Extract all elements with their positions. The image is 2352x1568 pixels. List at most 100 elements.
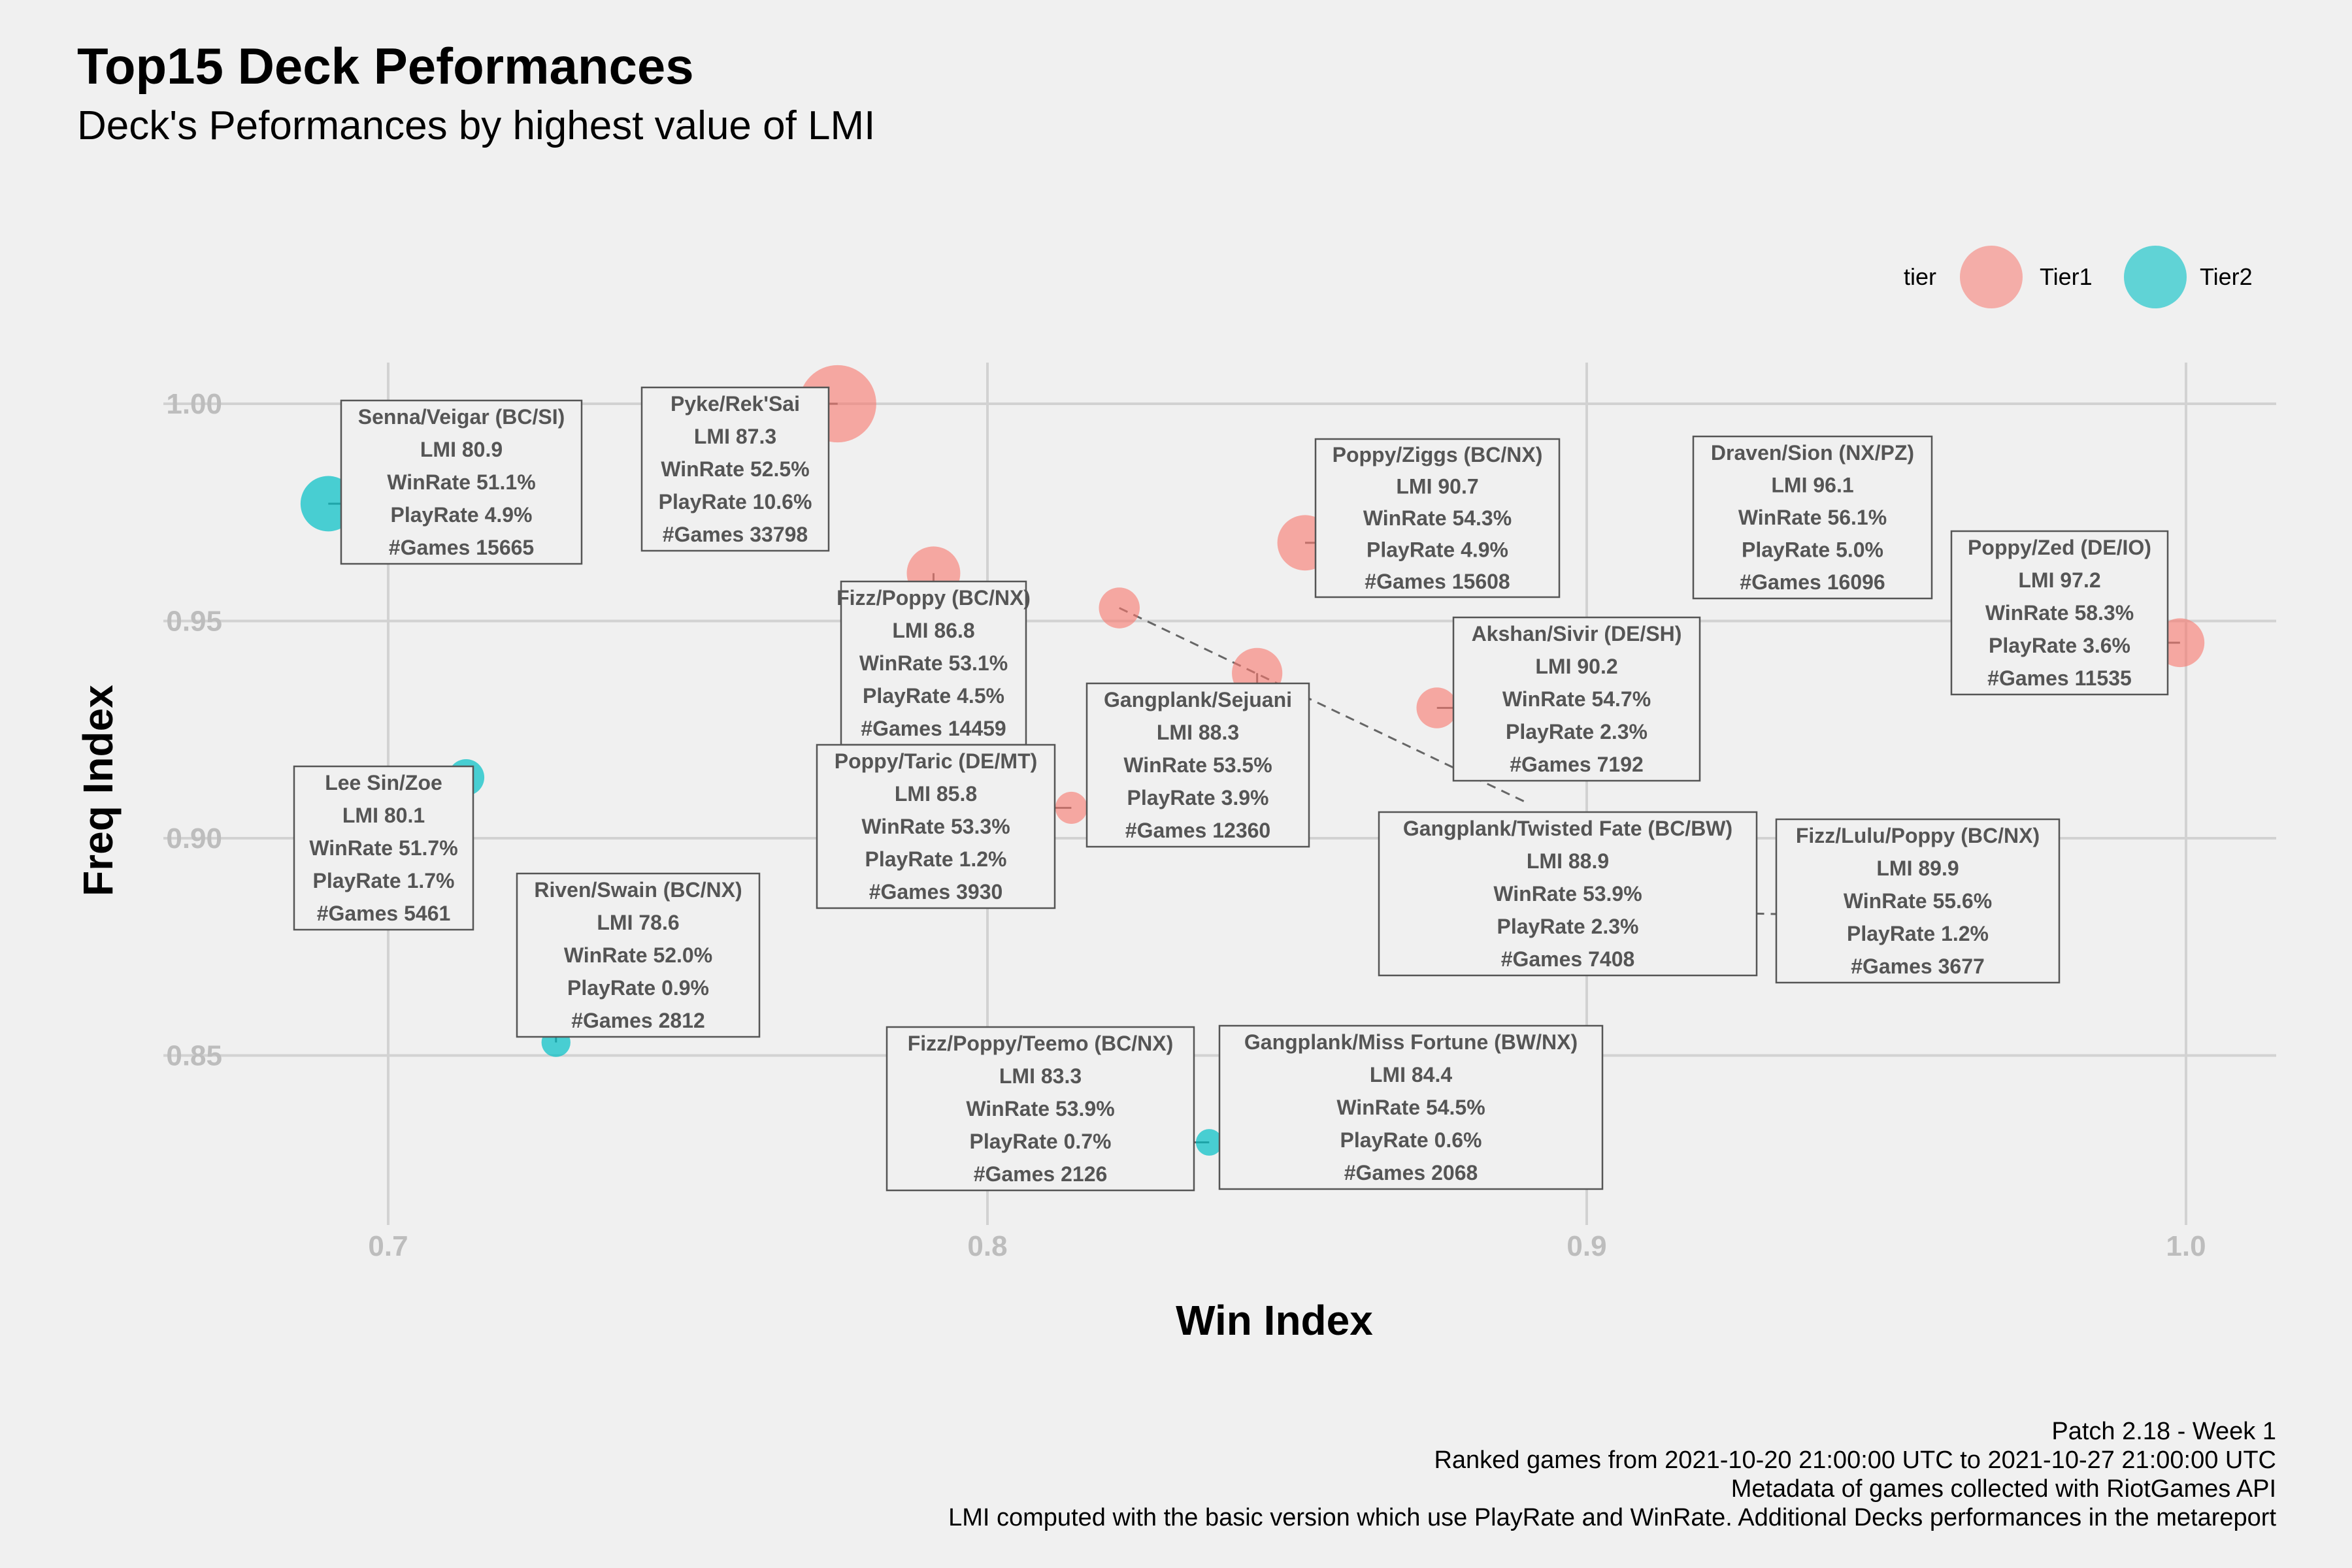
label-line: Fizz/Lulu/Poppy (BC/NX)	[1796, 824, 2040, 847]
label-box	[293, 765, 474, 931]
label-gangplank-sejuani: Gangplank/Sejuani LMI 88.3 WinRate 53.5% Pl…	[1085, 682, 1310, 848]
legend-key-tier2	[2124, 246, 2187, 308]
label-line: PlayRate 1.2%	[1847, 922, 1989, 945]
label-line: Gangplank/Sejuani	[1104, 688, 1292, 711]
label-line: WinRate 53.3%	[861, 815, 1010, 838]
caption-line-1: Patch 2.18 - Week 1	[2051, 1418, 2276, 1445]
y-tick-label: 0.85	[166, 1040, 222, 1072]
legend-title: tier	[1904, 263, 1936, 290]
label-line: WinRate 54.3%	[1363, 506, 1512, 530]
label-akshan-sivir-de-sh: Akshan/Sivir (DE/SH) LMI 90.2 WinRate 54.7…	[1452, 616, 1701, 782]
label-line: LMI 96.1	[1771, 473, 1853, 497]
label-box	[886, 1026, 1195, 1192]
x-tick-label: 1.0	[2166, 1230, 2206, 1262]
label-line: Senna/Veigar (BC/SI)	[358, 405, 565, 429]
label-line: #Games 14459	[861, 717, 1006, 740]
label-line: Lee Sin/Zoe	[325, 771, 442, 794]
point-poppy-taric-de-mt	[1055, 791, 1087, 824]
label-poppy-zed-de-io: Poppy/Zed (DE/IO) LMI 97.2 WinRate 58.3% Pl…	[1950, 530, 2169, 696]
label-line: WinRate 53.1%	[859, 651, 1008, 675]
chart-subtitle: Deck's Peformances by highest value of L…	[77, 103, 875, 148]
label-line: PlayRate 0.7%	[969, 1130, 1111, 1153]
leader-gangplank-twisted-fate-bc-bw	[1119, 607, 1527, 804]
legend: tier Tier1 Tier2	[1904, 245, 2253, 314]
label-line: WinRate 53.5%	[1123, 753, 1272, 777]
label-box	[1378, 811, 1758, 977]
label-line: WinRate 56.1%	[1738, 506, 1887, 529]
label-line: LMI 87.3	[694, 425, 776, 448]
label-line: Gangplank/Twisted Fate (BC/BW)	[1403, 817, 1732, 840]
label-line: WinRate 52.0%	[564, 943, 712, 967]
caption-line-4: LMI computed with the basic version whic…	[948, 1504, 2276, 1531]
label-line: PlayRate 4.5%	[863, 684, 1004, 708]
label-line: WinRate 53.9%	[966, 1097, 1114, 1120]
label-box	[1950, 530, 2169, 696]
label-poppy-taric-de-mt: Poppy/Taric (DE/MT) LMI 85.8 WinRate 53.3%…	[816, 743, 1056, 909]
label-line: #Games 2068	[1344, 1161, 1478, 1184]
label-fizz-poppy-bc-nx: Fizz/Poppy (BC/NX) LMI 86.8 WinRate 53.1% P…	[836, 580, 1031, 746]
label-line: #Games 5461	[317, 902, 451, 925]
label-line: PlayRate 0.9%	[567, 976, 709, 1000]
label-line: Poppy/Ziggs (BC/NX)	[1333, 443, 1543, 466]
label-line: LMI 83.3	[999, 1064, 1082, 1088]
label-box	[340, 399, 583, 565]
label-box	[640, 386, 830, 552]
label-line: PlayRate 4.9%	[390, 503, 532, 527]
label-line: #Games 3930	[869, 880, 1003, 904]
label-line: PlayRate 10.6%	[659, 490, 812, 514]
y-axis-title: Freq Index	[75, 685, 122, 896]
label-box	[816, 743, 1056, 909]
legend-label-tier2: Tier2	[2200, 263, 2253, 290]
label-line: PlayRate 5.0%	[1742, 538, 1883, 562]
label-line: Pyke/Rek'Sai	[671, 392, 800, 416]
label-box	[516, 872, 761, 1038]
label-line: PlayRate 0.6%	[1340, 1128, 1482, 1152]
label-pyke-rek-sai: Pyke/Rek'Sai LMI 87.3 WinRate 52.5% PlayRat…	[640, 386, 830, 552]
x-axis-title: Win Index	[1176, 1297, 1373, 1344]
axis-ticks: 0.7 0.8 0.9 1.0 0.85 0.90 0.95 1.00	[166, 388, 2206, 1262]
point-akshan-sivir-de-sh	[1416, 687, 1458, 728]
point-fizz-poppy-teemo-bc-nx	[1195, 1129, 1223, 1156]
y-tick-label: 1.00	[166, 388, 222, 420]
label-box	[1692, 435, 1933, 600]
label-box	[1218, 1024, 1604, 1190]
label-line: #Games 3677	[1851, 955, 1985, 978]
label-line: LMI 80.9	[420, 438, 503, 461]
label-line: WinRate 51.1%	[387, 470, 535, 494]
label-line: #Games 7192	[1510, 753, 1644, 776]
label-line: #Games 15665	[389, 536, 534, 559]
label-line: WinRate 51.7%	[309, 836, 457, 860]
label-line: WinRate 55.6%	[1844, 889, 1992, 913]
label-line: WinRate 58.3%	[1985, 601, 2134, 625]
label-gangplank-twisted-fate-bc-bw: Gangplank/Twisted Fate (BC/BW) LMI 88.9 Wi…	[1378, 811, 1758, 977]
label-box	[1314, 438, 1561, 598]
label-line: LMI 89.9	[1876, 857, 1959, 880]
caption-line-2: Ranked games from 2021-10-20 21:00:00 UT…	[1434, 1446, 2276, 1474]
label-line: #Games 2126	[974, 1162, 1108, 1186]
label-line: #Games 2812	[571, 1009, 705, 1032]
label-line: LMI 84.4	[1370, 1063, 1452, 1086]
label-line: #Games 12360	[1125, 819, 1270, 842]
label-line: LMI 90.2	[1535, 655, 1617, 678]
label-line: Draven/Sion (NX/PZ)	[1711, 441, 1914, 465]
label-line: Poppy/Taric (DE/MT)	[835, 749, 1038, 773]
label-line: WinRate 54.5%	[1336, 1096, 1485, 1119]
label-line: #Games 33798	[663, 523, 808, 546]
label-lee-sin-zoe: Lee Sin/Zoe LMI 80.1 WinRate 51.7% PlayRate…	[293, 765, 474, 931]
label-line: PlayRate 2.3%	[1497, 915, 1638, 938]
label-line: WinRate 54.7%	[1502, 687, 1651, 711]
label-line: Akshan/Sivir (DE/SH)	[1472, 622, 1682, 645]
label-line: #Games 11535	[1987, 666, 2132, 690]
label-fizz-lulu-poppy-bc-nx: Fizz/Lulu/Poppy (BC/NX) LMI 89.9 WinRate 5…	[1775, 818, 2061, 984]
label-box	[1085, 682, 1310, 848]
label-line: LMI 86.8	[892, 619, 974, 642]
x-tick-label: 0.8	[967, 1230, 1007, 1262]
label-line: LMI 90.7	[1396, 475, 1478, 498]
label-draven-sion-nx-pz: Draven/Sion (NX/PZ) LMI 96.1 WinRate 56.1%…	[1692, 435, 1933, 600]
label-line: PlayRate 3.6%	[1989, 634, 2130, 657]
point-gangplank-twisted-fate-bc-bw	[1099, 587, 1140, 629]
label-line: WinRate 53.9%	[1493, 882, 1642, 906]
caption: Patch 2.18 - Week 1 Ranked games from 20…	[948, 1418, 2276, 1531]
y-tick-label: 0.90	[166, 823, 222, 855]
